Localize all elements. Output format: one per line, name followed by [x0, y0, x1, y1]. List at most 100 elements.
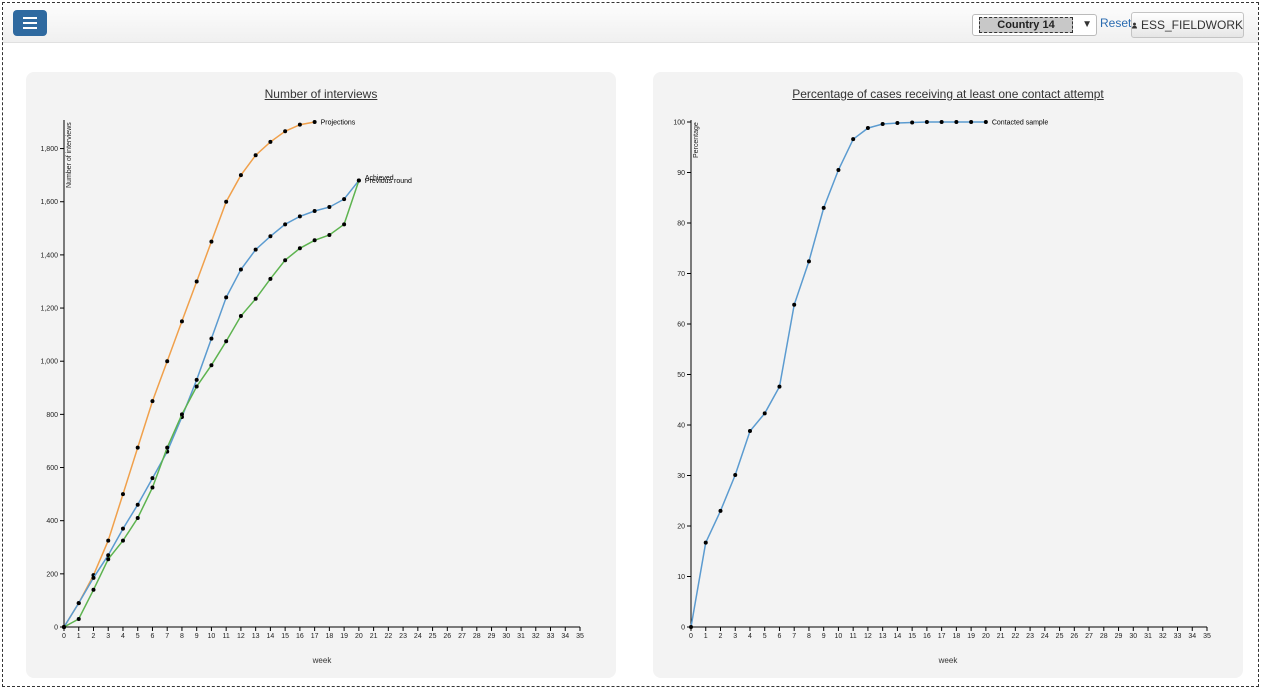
x-tick-label: 1 — [77, 633, 81, 640]
data-point — [253, 247, 258, 252]
data-point — [297, 214, 302, 219]
data-point — [851, 137, 856, 142]
x-tick-label: 5 — [136, 633, 140, 640]
x-tick-label: 30 — [1129, 633, 1137, 640]
y-tick-label: 100 — [673, 120, 685, 127]
y-tick-label: 40 — [677, 423, 685, 430]
hamburger-icon — [23, 27, 37, 29]
x-tick-label: 8 — [807, 633, 811, 640]
data-point — [224, 295, 229, 300]
x-tick-label: 16 — [923, 633, 931, 640]
y-tick-label: 20 — [677, 524, 685, 531]
x-tick-label: 32 — [1159, 633, 1167, 640]
data-point — [253, 296, 258, 301]
data-point — [224, 339, 229, 344]
x-tick-label: 7 — [165, 633, 169, 640]
x-tick-label: 24 — [414, 633, 422, 640]
data-point — [238, 173, 243, 178]
user-icon — [1132, 22, 1137, 29]
data-point — [283, 129, 288, 134]
data-point — [910, 120, 915, 125]
interviews-chart-panel: Number of interviews Number of interview… — [26, 72, 616, 678]
x-tick-label: 28 — [1100, 633, 1108, 640]
data-point — [106, 553, 111, 558]
y-tick-label: 60 — [677, 322, 685, 329]
country-select[interactable]: Country 14 ▼ — [972, 14, 1097, 36]
x-tick-label: 12 — [864, 633, 872, 640]
x-axis-label: week — [938, 656, 958, 665]
data-point — [689, 625, 693, 629]
data-point — [718, 508, 723, 513]
x-tick-label: 2 — [92, 633, 96, 640]
y-tick-label: 90 — [677, 170, 685, 177]
data-point — [165, 359, 170, 364]
data-point — [268, 139, 273, 144]
x-tick-label: 28 — [473, 633, 481, 640]
x-tick-label: 5 — [763, 633, 767, 640]
y-tick-label: 400 — [46, 518, 58, 525]
y-tick-label: 600 — [46, 465, 58, 472]
x-tick-label: 2 — [719, 633, 723, 640]
data-point — [106, 538, 111, 543]
data-point — [62, 625, 66, 629]
x-tick-label: 24 — [1041, 633, 1049, 640]
data-point — [924, 120, 929, 124]
data-point — [283, 222, 288, 227]
series-label: Achieved — [365, 175, 394, 182]
x-tick-label: 19 — [340, 633, 348, 640]
data-point — [836, 167, 841, 172]
reset-link[interactable]: Reset — [1100, 16, 1132, 30]
data-point — [268, 234, 273, 239]
data-point — [135, 516, 140, 521]
x-tick-label: 20 — [982, 633, 990, 640]
x-tick-label: 17 — [938, 633, 946, 640]
x-tick-label: 13 — [252, 633, 260, 640]
x-tick-label: 4 — [748, 633, 752, 640]
x-tick-label: 3 — [733, 633, 737, 640]
user-account-button[interactable]: ESS_FIELDWORK — [1131, 12, 1244, 38]
dropdown-arrow-icon[interactable]: ▼ — [1082, 19, 1092, 30]
series-line-0 — [690, 121, 986, 628]
x-tick-label: 1 — [704, 633, 708, 640]
data-point — [194, 384, 199, 389]
data-point — [120, 492, 125, 497]
x-tick-label: 31 — [1144, 633, 1152, 640]
x-tick-label: 0 — [689, 633, 693, 640]
y-tick-label: 70 — [677, 271, 685, 278]
data-point — [194, 377, 199, 382]
x-tick-label: 15 — [908, 633, 916, 640]
data-point — [327, 205, 332, 210]
x-tick-label: 21 — [997, 633, 1005, 640]
y-tick-label: 0 — [681, 625, 685, 632]
interviews-chart: 0 200 400 600 800 1,000 1,200 1,400 1,600 1,800 0 1… — [40, 120, 584, 641]
data-point — [76, 601, 81, 606]
data-point — [969, 120, 974, 124]
y-tick-label: 30 — [677, 473, 685, 480]
series-label: Contacted sample — [992, 120, 1049, 127]
y-tick-label: 0 — [54, 625, 58, 632]
user-name: ESS_FIELDWORK — [1140, 18, 1243, 32]
x-tick-label: 21 — [370, 633, 378, 640]
x-tick-label: 7 — [792, 633, 796, 640]
contact-chart-panel: Percentage of cases receiving at least o… — [653, 72, 1243, 678]
data-point — [792, 302, 797, 307]
data-point — [312, 120, 317, 124]
x-tick-label: 25 — [429, 633, 437, 640]
data-point — [268, 276, 273, 281]
data-point — [76, 617, 81, 622]
data-point — [703, 540, 708, 545]
chart-title: Number of interviews — [264, 87, 378, 101]
data-point — [135, 502, 140, 507]
x-tick-label: 35 — [1203, 633, 1211, 640]
data-point — [91, 575, 96, 580]
menu-toggle-button[interactable] — [13, 10, 47, 36]
data-point — [253, 153, 258, 158]
data-point — [983, 120, 988, 124]
data-point — [135, 445, 140, 450]
x-tick-label: 23 — [1026, 633, 1034, 640]
y-tick-label: 1,800 — [40, 146, 58, 153]
series-label: Previous round — [365, 178, 412, 185]
x-tick-label: 20 — [355, 633, 363, 640]
